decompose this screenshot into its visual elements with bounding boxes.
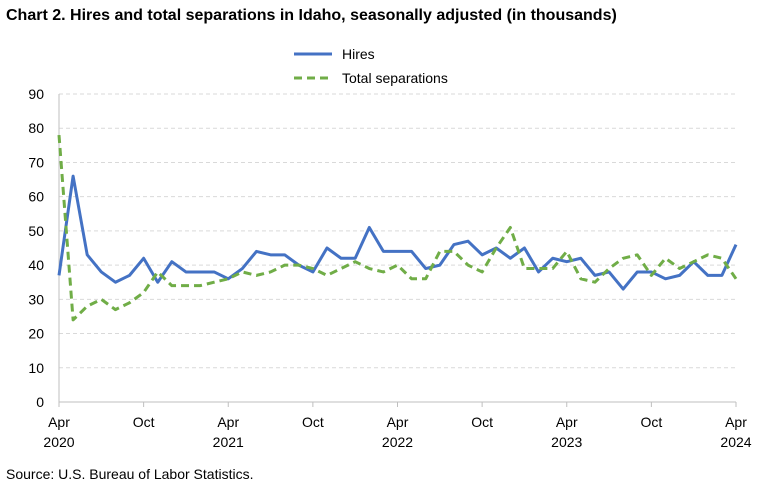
x-tick-month-label: Oct xyxy=(640,414,662,430)
x-axis-tick-labels: Apr 2020 Oct Apr 2021 Oct Apr 2022 Oct Apr 2023 Oct… xyxy=(43,414,751,450)
x-tick-year-label: 2022 xyxy=(382,434,413,450)
legend-label: Total separations xyxy=(342,70,448,86)
x-tick-month-label: Oct xyxy=(471,414,493,430)
x-tick-month-label: Oct xyxy=(302,414,324,430)
legend: Hires Total separations xyxy=(294,46,448,86)
axes xyxy=(58,94,737,407)
y-tick-label: 10 xyxy=(28,360,44,376)
y-tick-label: 30 xyxy=(28,291,44,307)
chart-title: Chart 2. Hires and total separations in … xyxy=(6,7,617,24)
y-tick-label: 80 xyxy=(28,120,44,136)
y-tick-label: 60 xyxy=(28,189,44,205)
gridlines xyxy=(59,93,736,369)
y-tick-label: 50 xyxy=(28,223,44,239)
x-tick-year-label: 2024 xyxy=(720,434,751,450)
y-tick-label: 90 xyxy=(28,86,44,102)
series-line-hires xyxy=(57,174,738,291)
x-tick-month-label: Apr xyxy=(387,414,409,430)
y-tick-label: 70 xyxy=(28,154,44,170)
x-tick-month-label: Apr xyxy=(217,414,239,430)
x-tick-month-label: Apr xyxy=(725,414,747,430)
x-tick-year-label: 2020 xyxy=(43,434,74,450)
x-tick-month-label: Oct xyxy=(133,414,155,430)
source-note: Source: U.S. Bureau of Labor Statistics. xyxy=(6,466,254,482)
legend-label: Hires xyxy=(342,46,375,62)
y-tick-label: 0 xyxy=(36,394,44,410)
x-tick-month-label: Apr xyxy=(556,414,578,430)
x-tick-month-label: Apr xyxy=(48,414,70,430)
y-tick-label: 40 xyxy=(28,257,44,273)
series-lines xyxy=(57,134,738,322)
x-tick-year-label: 2021 xyxy=(213,434,244,450)
y-axis-tick-labels: 0 10 20 30 40 50 60 70 80 90 xyxy=(28,86,44,410)
x-tick-year-label: 2023 xyxy=(551,434,582,450)
y-tick-label: 20 xyxy=(28,326,44,342)
